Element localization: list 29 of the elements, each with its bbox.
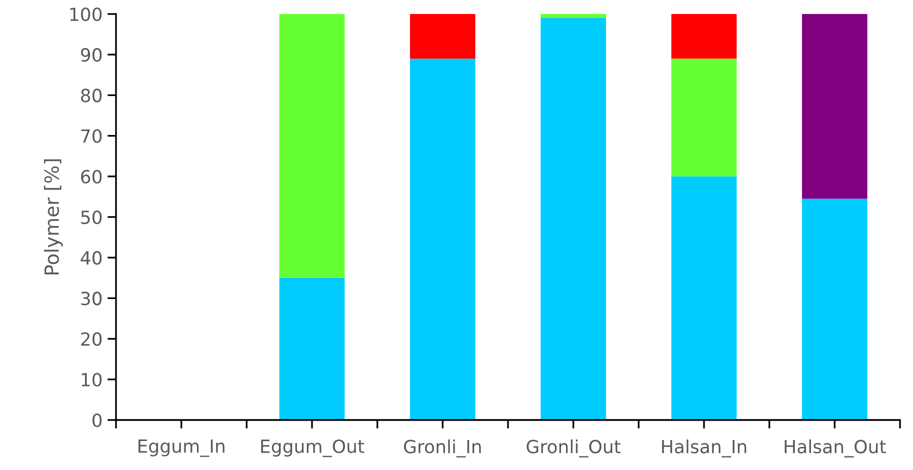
bar xyxy=(410,58,476,420)
bar xyxy=(279,278,345,420)
x-tick-label: Gronli_In xyxy=(404,439,481,458)
x-tick-label: Eggum_Out xyxy=(261,439,364,458)
y-tick-label: 20 xyxy=(81,332,102,346)
bar xyxy=(540,18,606,420)
y-tick-label: 10 xyxy=(82,372,102,387)
x-tick-label: Halsan_In xyxy=(662,439,746,458)
x-tick-label: Eggum_In xyxy=(138,440,224,457)
y-tick-label: 100 xyxy=(70,7,102,22)
bar xyxy=(279,14,345,278)
x-tick-label: Halsan_Out xyxy=(784,439,886,458)
bar xyxy=(802,14,868,199)
y-tick-label: 80 xyxy=(81,88,102,102)
y-tick-label: 40 xyxy=(80,251,102,265)
y-tick-label: 30 xyxy=(81,292,102,306)
bar xyxy=(802,198,868,420)
y-tick-label: 70 xyxy=(81,129,102,143)
y-tick-label: 0 xyxy=(92,413,102,428)
y-tick-label: 60 xyxy=(81,170,102,184)
bar xyxy=(540,14,606,18)
x-tick-label: Gronli_Out xyxy=(526,439,621,458)
bar xyxy=(410,14,476,59)
bar xyxy=(671,14,737,59)
bar xyxy=(671,176,737,420)
y-tick-label: 50 xyxy=(81,210,102,224)
bar xyxy=(671,58,737,176)
y-tick-label: 90 xyxy=(80,48,102,62)
y-axis-title: Polymer [%] xyxy=(44,159,63,274)
